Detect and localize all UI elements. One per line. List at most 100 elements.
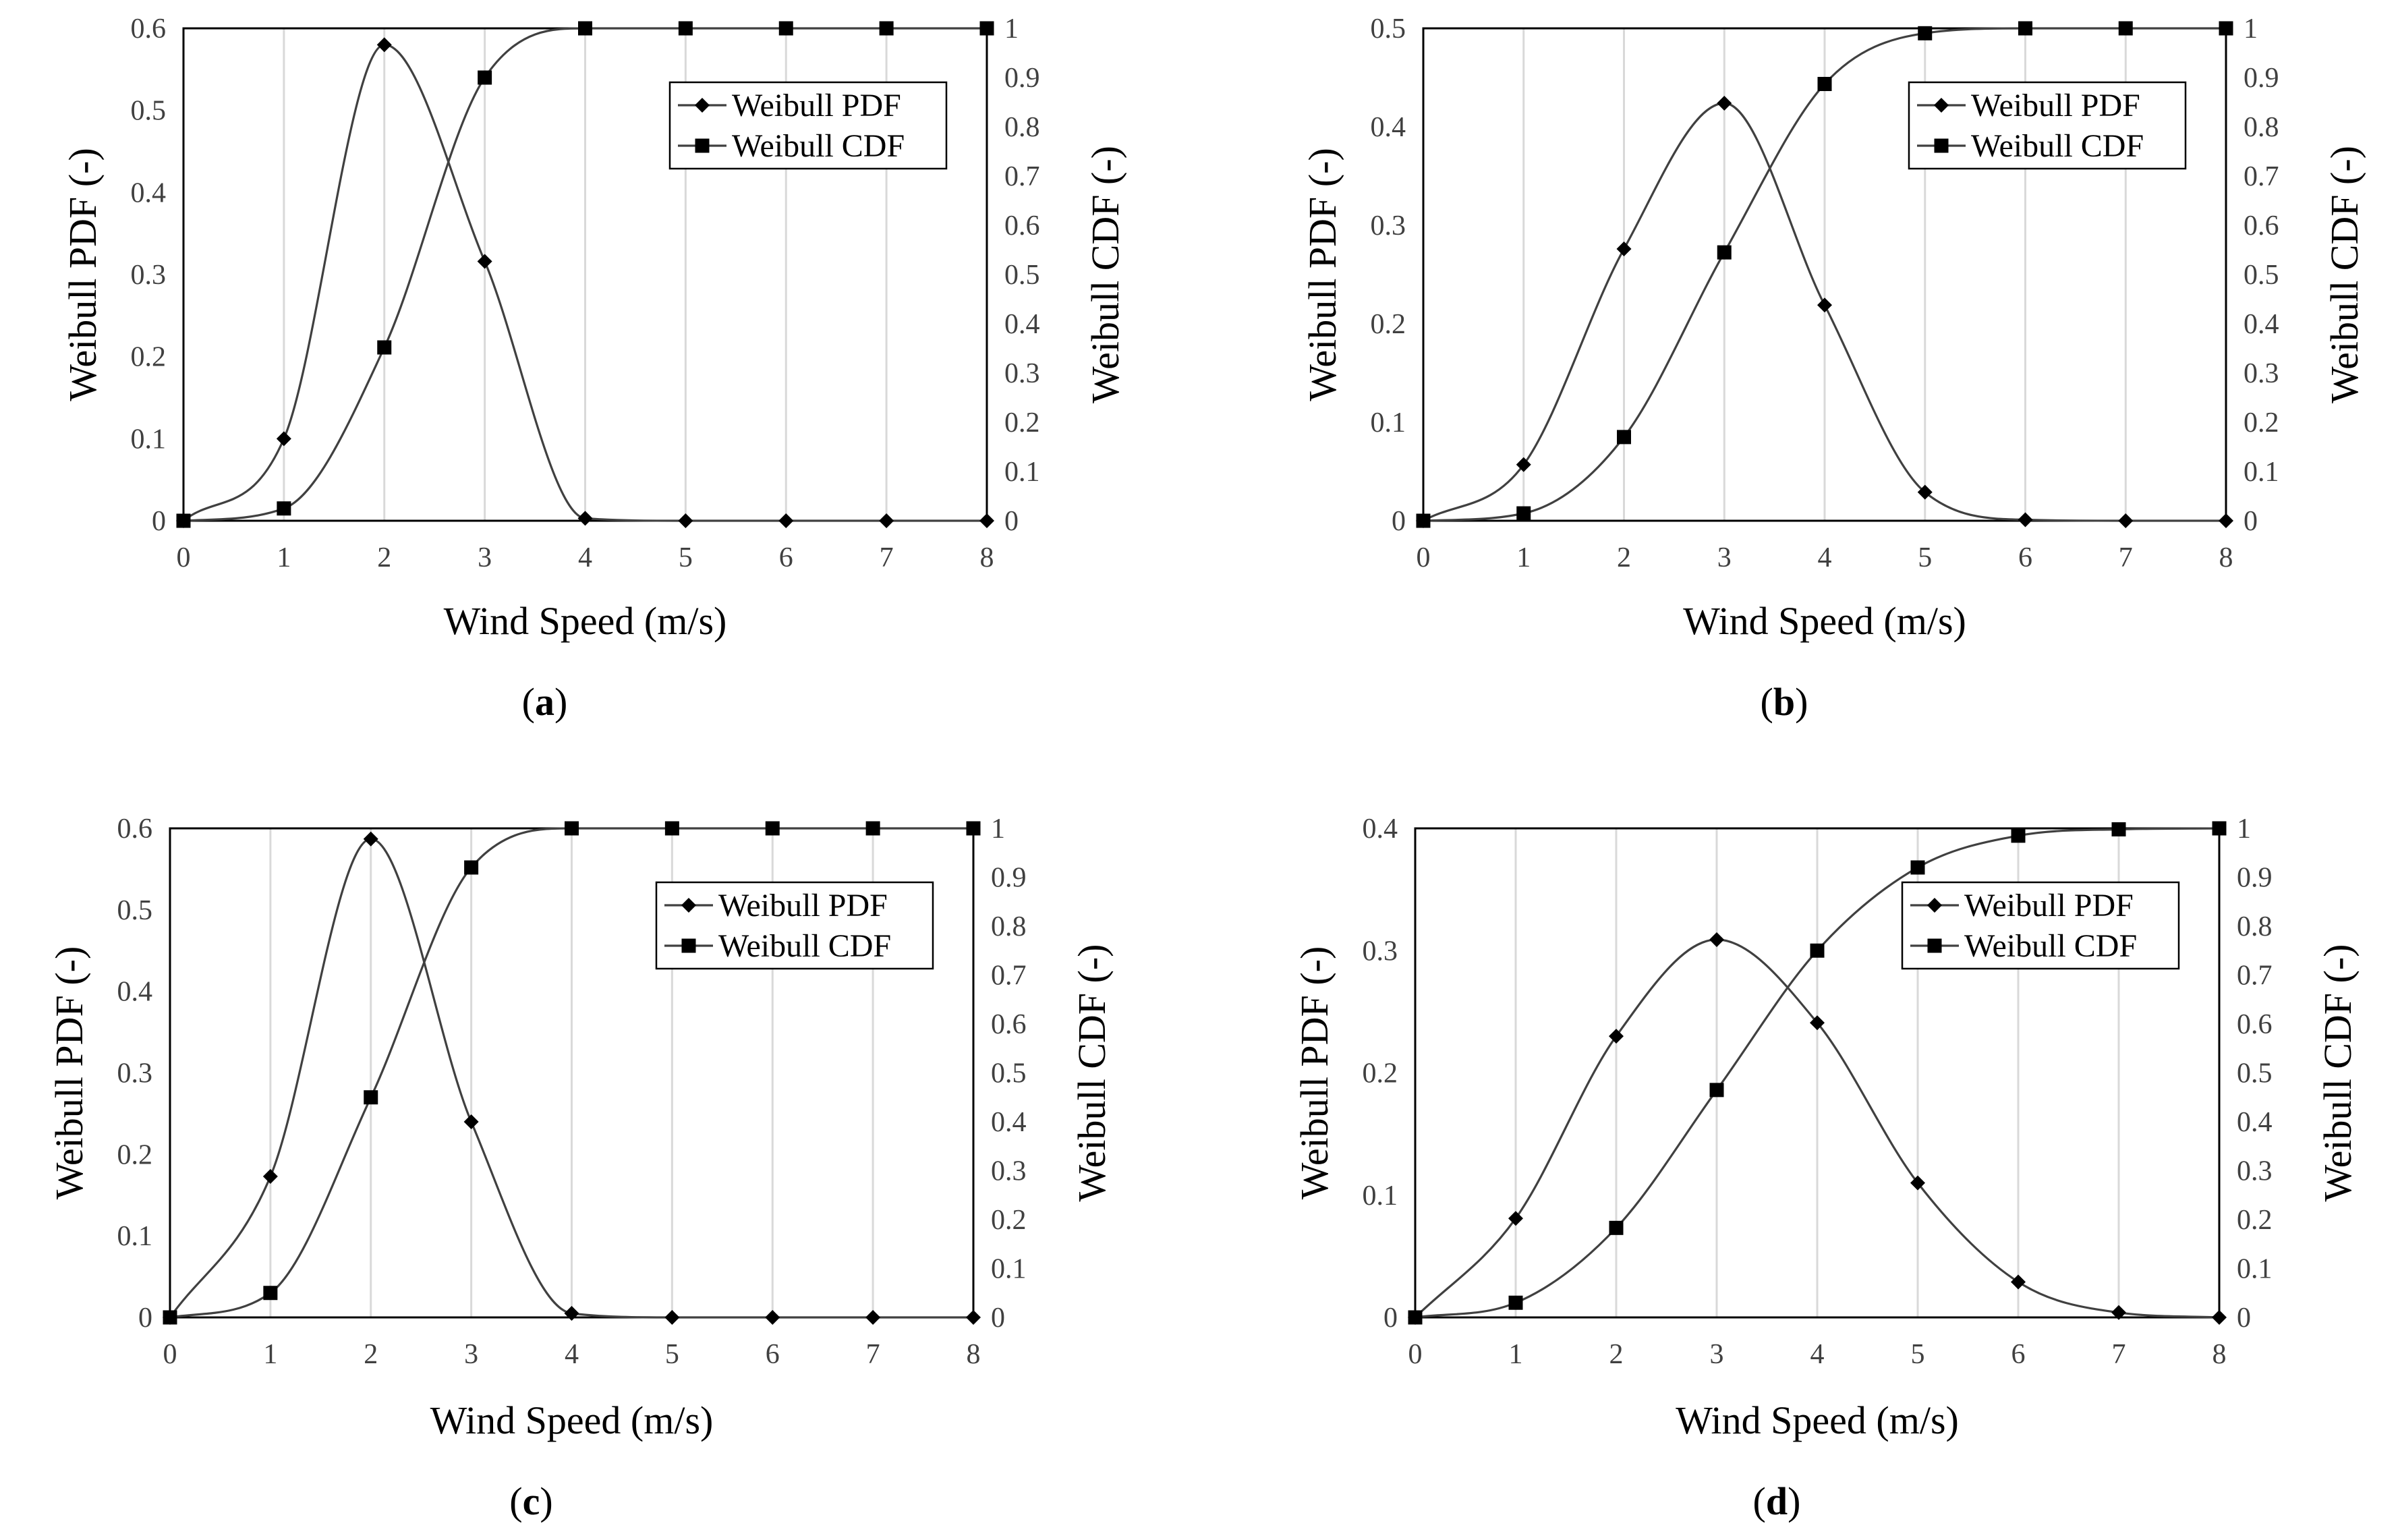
pdf-data-point xyxy=(1910,1175,1925,1191)
x-tick-label: 3 xyxy=(464,1339,478,1370)
y-left-tick-label: 0.5 xyxy=(131,96,167,127)
cdf-data-point xyxy=(1609,1220,1624,1235)
x-tick-label: 3 xyxy=(1717,542,1732,573)
y-right-tick-label: 0.9 xyxy=(2237,863,2273,894)
cdf-data-point xyxy=(263,1286,278,1301)
y-right-tick-label: 0.1 xyxy=(2237,1254,2273,1285)
pdf-data-point xyxy=(376,37,392,53)
legend-entry: Weibull PDF xyxy=(732,88,901,123)
series-line-pdf xyxy=(183,43,987,522)
pdf-data-point xyxy=(577,511,593,526)
chart-panel-b: 0 0.1 0.2 0.3 0.4 0.5 0 0.1 0.2 0.3 0.4 0.5 0.6 0.7 0.… xyxy=(1301,13,2366,724)
y-left-axis-title: Weibull PDF (-) xyxy=(61,148,105,401)
x-tick-label: 7 xyxy=(880,542,894,573)
y-left-tick-label: 0 xyxy=(1392,506,1406,537)
x-tick-label: 2 xyxy=(1617,542,1631,573)
cdf-data-point xyxy=(1408,1310,1423,1325)
pdf-data-point xyxy=(1717,95,1732,111)
y-right-tick-label: 0.4 xyxy=(991,1107,1027,1138)
panel-label: (c) xyxy=(509,1479,552,1523)
y-right-axis-title: Weibull CDF (-) xyxy=(1070,944,1114,1202)
chart-panel-a: 0 0.1 0.2 0.3 0.4 0.5 0.6 0 0.1 0.2 0.3 0.4 0.5 0.6 0.… xyxy=(61,13,1127,724)
cdf-data-point xyxy=(979,21,994,36)
chart-panel-d: 0 0.1 0.2 0.3 0.4 0 0.1 0.2 0.3 0.4 0.5 0.6 0.7 0.8 0.… xyxy=(1292,814,2360,1523)
series-line-cdf xyxy=(183,27,987,522)
cdf-data-point xyxy=(277,501,291,516)
x-tick-label: 7 xyxy=(2119,542,2133,573)
x-tick-label: 4 xyxy=(578,542,592,573)
pdf-data-point xyxy=(879,513,894,528)
x-tick-label: 0 xyxy=(177,542,191,573)
pdf-data-point xyxy=(2011,1274,2026,1290)
pdf-legend-marker xyxy=(1927,898,1942,913)
y-left-tick-label: 0.4 xyxy=(117,977,153,1008)
y-left-tick-label: 0.5 xyxy=(117,895,153,926)
cdf-data-point xyxy=(1918,26,1933,40)
y-right-tick-label: 0.3 xyxy=(2244,358,2279,389)
pdf-data-point xyxy=(966,1310,981,1325)
pdf-data-point xyxy=(765,1310,780,1325)
x-axis-title: Wind Speed (m/s) xyxy=(430,1398,714,1442)
x-tick-label: 1 xyxy=(277,542,291,573)
cdf-data-point xyxy=(2219,21,2233,36)
x-tick-label: 6 xyxy=(2011,1339,2026,1370)
series-line-cdf xyxy=(169,827,973,1319)
pdf-legend-marker xyxy=(1934,98,1949,113)
pdf-data-point xyxy=(664,1310,680,1325)
legend-entry: Weibull CDF xyxy=(1971,128,2144,164)
cdf-data-point xyxy=(377,340,392,355)
x-tick-label: 8 xyxy=(967,1339,981,1370)
series-line-pdf xyxy=(1423,102,2226,522)
y-right-tick-label: 0.4 xyxy=(1004,309,1040,340)
cdf-data-point xyxy=(1810,943,1825,958)
y-right-tick-label: 0.9 xyxy=(1004,63,1040,94)
x-tick-label: 2 xyxy=(1609,1339,1624,1370)
y-right-tick-label: 0.1 xyxy=(2244,457,2279,488)
y-right-tick-label: 0.5 xyxy=(1004,260,1040,291)
x-tick-label: 5 xyxy=(679,542,693,573)
cdf-data-point xyxy=(1516,506,1531,521)
pdf-data-point xyxy=(2111,1305,2126,1320)
legend-box xyxy=(655,881,934,970)
x-tick-label: 1 xyxy=(263,1339,277,1370)
cdf-data-point xyxy=(565,821,579,836)
cdf-data-point xyxy=(778,21,793,36)
y-left-tick-label: 0.2 xyxy=(117,1139,153,1170)
cdf-data-point xyxy=(1717,245,1732,260)
x-tick-label: 8 xyxy=(2219,542,2233,573)
y-right-tick-label: 0.4 xyxy=(2237,1107,2273,1138)
cdf-data-point xyxy=(966,821,981,836)
series-line-pdf xyxy=(169,838,973,1319)
y-right-tick-label: 0.3 xyxy=(1004,358,1040,389)
y-left-tick-label: 0.3 xyxy=(1371,210,1406,241)
x-tick-label: 5 xyxy=(1911,1339,1925,1370)
pdf-data-point xyxy=(778,513,794,528)
cdf-data-point xyxy=(1709,1083,1724,1097)
y-left-tick-label: 0.2 xyxy=(131,342,167,373)
pdf-data-point xyxy=(1810,1015,1825,1031)
x-tick-label: 0 xyxy=(1408,1339,1423,1370)
legend-box xyxy=(1901,881,2180,970)
y-left-tick-label: 0.5 xyxy=(1371,13,1406,45)
y-right-tick-label: 0.8 xyxy=(991,911,1027,942)
y-right-tick-label: 0.2 xyxy=(991,1205,1027,1236)
pdf-data-point xyxy=(678,513,693,528)
y-right-tick-label: 0.2 xyxy=(2237,1205,2273,1236)
y-left-tick-label: 0.6 xyxy=(117,814,153,845)
x-tick-label: 1 xyxy=(1516,542,1531,573)
y-left-tick-label: 0.4 xyxy=(131,177,167,208)
x-tick-label: 2 xyxy=(377,542,391,573)
cdf-legend-marker xyxy=(1934,138,1949,153)
y-right-tick-label: 0.1 xyxy=(1004,457,1040,488)
pdf-legend-marker xyxy=(695,98,710,113)
legend: Weibull PDF Weibull CDF xyxy=(1908,81,2187,170)
pdf-data-point xyxy=(363,831,378,847)
x-tick-label: 2 xyxy=(364,1339,378,1370)
x-tick-label: 7 xyxy=(866,1339,880,1370)
legend-entry: Weibull PDF xyxy=(1964,888,2134,923)
x-tick-label: 0 xyxy=(1417,542,1431,573)
y-left-tick-label: 0 xyxy=(1383,1303,1398,1334)
x-tick-label: 7 xyxy=(2112,1339,2126,1370)
pdf-data-point xyxy=(1616,241,1632,257)
y-left-tick-label: 0.4 xyxy=(1363,814,1398,845)
